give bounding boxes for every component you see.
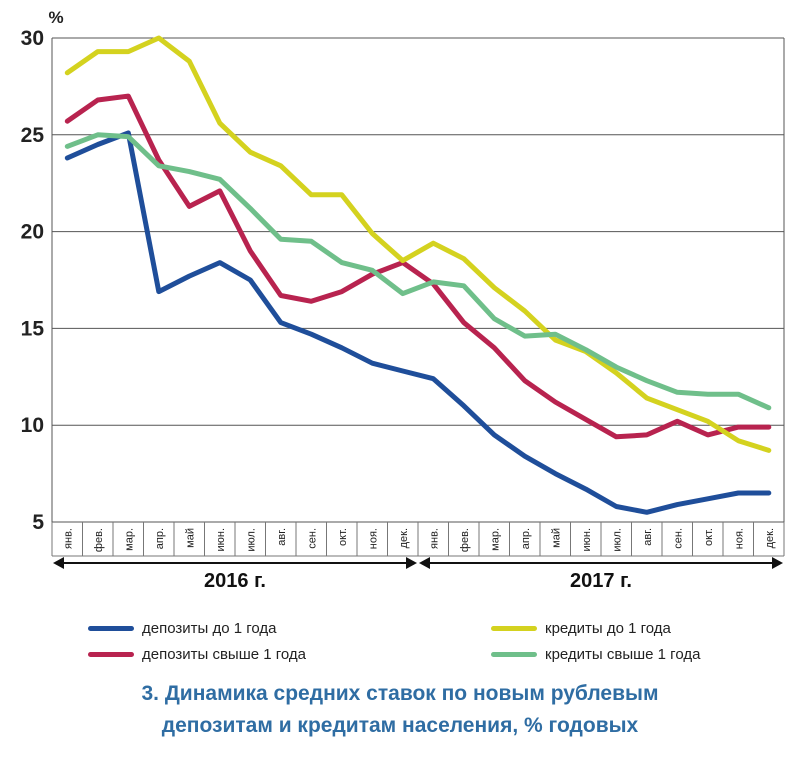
year-arrow-head <box>406 557 417 569</box>
x-tick-label: июл. <box>611 528 623 552</box>
y-tick-label: 25 <box>21 124 45 147</box>
x-tick-label: ноя. <box>733 528 745 549</box>
grid <box>51 37 785 557</box>
year-axis: 2016 г. 2017 г. <box>53 557 783 592</box>
year-arrow-head <box>419 557 430 569</box>
year-label: 2017 г. <box>570 570 632 592</box>
series-lines <box>64 35 772 515</box>
x-tick-label: июн. <box>215 528 227 552</box>
year-label: 2016 г. <box>204 570 266 592</box>
legend-item-credits-short: кредиты до 1 года <box>491 620 671 637</box>
year-arrow-head <box>53 557 64 569</box>
chart-caption: 3. Динамика средних ставок по новым рубл… <box>0 678 800 742</box>
x-tick-label: авг. <box>276 528 288 546</box>
y-unit-label: % <box>48 8 63 27</box>
x-tick-label: май <box>184 528 196 548</box>
x-tick-label: дек. <box>764 528 776 548</box>
y-tick-label: 5 <box>32 511 44 534</box>
x-tick-label: окт. <box>337 528 349 546</box>
legend-item-credits-long: кредиты свыше 1 года <box>491 646 700 663</box>
x-tick-label: ноя. <box>367 528 379 549</box>
x-tick-label: июн. <box>581 528 593 552</box>
y-tick-label: 30 <box>21 27 44 50</box>
legend-label: кредиты свыше 1 года <box>545 646 701 663</box>
legend-item-deposits-short: депозиты до 1 года <box>88 620 277 637</box>
x-tick-label: апр. <box>520 528 532 549</box>
x-tick-label: фев. <box>93 528 105 552</box>
legend-swatch <box>491 626 537 631</box>
legend-item-deposits-long: депозиты свыше 1 года <box>88 646 306 663</box>
x-tick-label: дек. <box>398 528 410 548</box>
x-tick-label: янв. <box>62 528 74 549</box>
x-tick-label: мар. <box>489 528 501 551</box>
x-tick-label: окт. <box>703 528 715 546</box>
series-line <box>64 35 772 453</box>
legend-label: депозиты свыше 1 года <box>142 646 307 663</box>
x-tick-label: сен. <box>672 528 684 549</box>
x-axis-ticks: янв. фев. мар. апр. май июн. июл. авг. сен. окт. н… <box>62 528 776 552</box>
x-tick-label: мар. <box>123 528 135 551</box>
y-tick-label: 10 <box>21 414 44 437</box>
legend-swatch <box>491 652 537 657</box>
x-tick-label: авг. <box>642 528 654 546</box>
y-axis-ticks: 5 10 15 20 25 30 <box>21 27 45 534</box>
series-line <box>64 130 772 515</box>
y-tick-label: 20 <box>21 221 44 244</box>
series-line <box>64 132 772 411</box>
legend-label: депозиты до 1 года <box>142 620 277 637</box>
y-tick-label: 15 <box>21 317 45 340</box>
legend-swatch <box>88 626 134 631</box>
x-tick-label: апр. <box>154 528 166 549</box>
caption-line: депозитам и кредитам населения, % годовы… <box>161 714 639 737</box>
x-tick-label: июл. <box>245 528 257 552</box>
caption-line: 3. Динамика средних ставок по новым рубл… <box>141 682 659 705</box>
x-tick-label: май <box>550 528 562 548</box>
legend-label: кредиты до 1 года <box>545 620 671 637</box>
x-tick-label: янв. <box>428 528 440 549</box>
year-arrow-head <box>772 557 783 569</box>
legend-swatch <box>88 652 134 657</box>
x-tick-label: фев. <box>459 528 471 552</box>
series-line <box>64 93 772 440</box>
x-tick-label: сен. <box>306 528 318 549</box>
